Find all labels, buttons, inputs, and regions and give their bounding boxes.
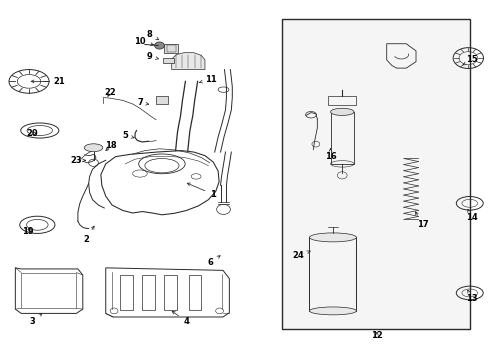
Text: 21: 21 bbox=[31, 77, 65, 86]
Text: 13: 13 bbox=[466, 290, 478, 303]
Text: 19: 19 bbox=[22, 228, 33, 237]
Text: 3: 3 bbox=[29, 313, 42, 326]
Bar bbox=[167, 45, 175, 51]
Text: 20: 20 bbox=[26, 129, 38, 138]
Bar bbox=[163, 58, 174, 63]
Text: 9: 9 bbox=[147, 52, 158, 61]
Text: 23: 23 bbox=[71, 156, 85, 165]
Bar bbox=[328, 96, 356, 105]
Text: 14: 14 bbox=[466, 210, 478, 222]
Ellipse shape bbox=[310, 233, 356, 242]
Bar bbox=[282, 19, 470, 329]
Bar bbox=[164, 44, 178, 53]
Text: 1: 1 bbox=[187, 183, 216, 199]
Ellipse shape bbox=[84, 144, 103, 152]
Text: 22: 22 bbox=[105, 87, 117, 96]
Text: 15: 15 bbox=[463, 55, 478, 65]
Ellipse shape bbox=[331, 108, 354, 116]
Text: 24: 24 bbox=[293, 251, 310, 260]
Text: 2: 2 bbox=[83, 226, 94, 244]
Text: 18: 18 bbox=[105, 141, 117, 150]
Text: 8: 8 bbox=[147, 30, 159, 40]
Polygon shape bbox=[172, 53, 205, 69]
Text: 4: 4 bbox=[172, 311, 189, 326]
Bar bbox=[331, 112, 354, 164]
Circle shape bbox=[155, 42, 164, 49]
Text: 7: 7 bbox=[137, 98, 148, 107]
Text: 6: 6 bbox=[208, 256, 220, 267]
Bar bbox=[156, 96, 168, 104]
Text: 16: 16 bbox=[325, 149, 336, 161]
Ellipse shape bbox=[310, 307, 356, 315]
Text: 12: 12 bbox=[371, 332, 383, 341]
Text: 5: 5 bbox=[122, 131, 134, 140]
Text: 11: 11 bbox=[199, 75, 217, 84]
Text: 17: 17 bbox=[416, 212, 429, 229]
Bar bbox=[310, 237, 356, 311]
Text: 10: 10 bbox=[134, 37, 153, 46]
